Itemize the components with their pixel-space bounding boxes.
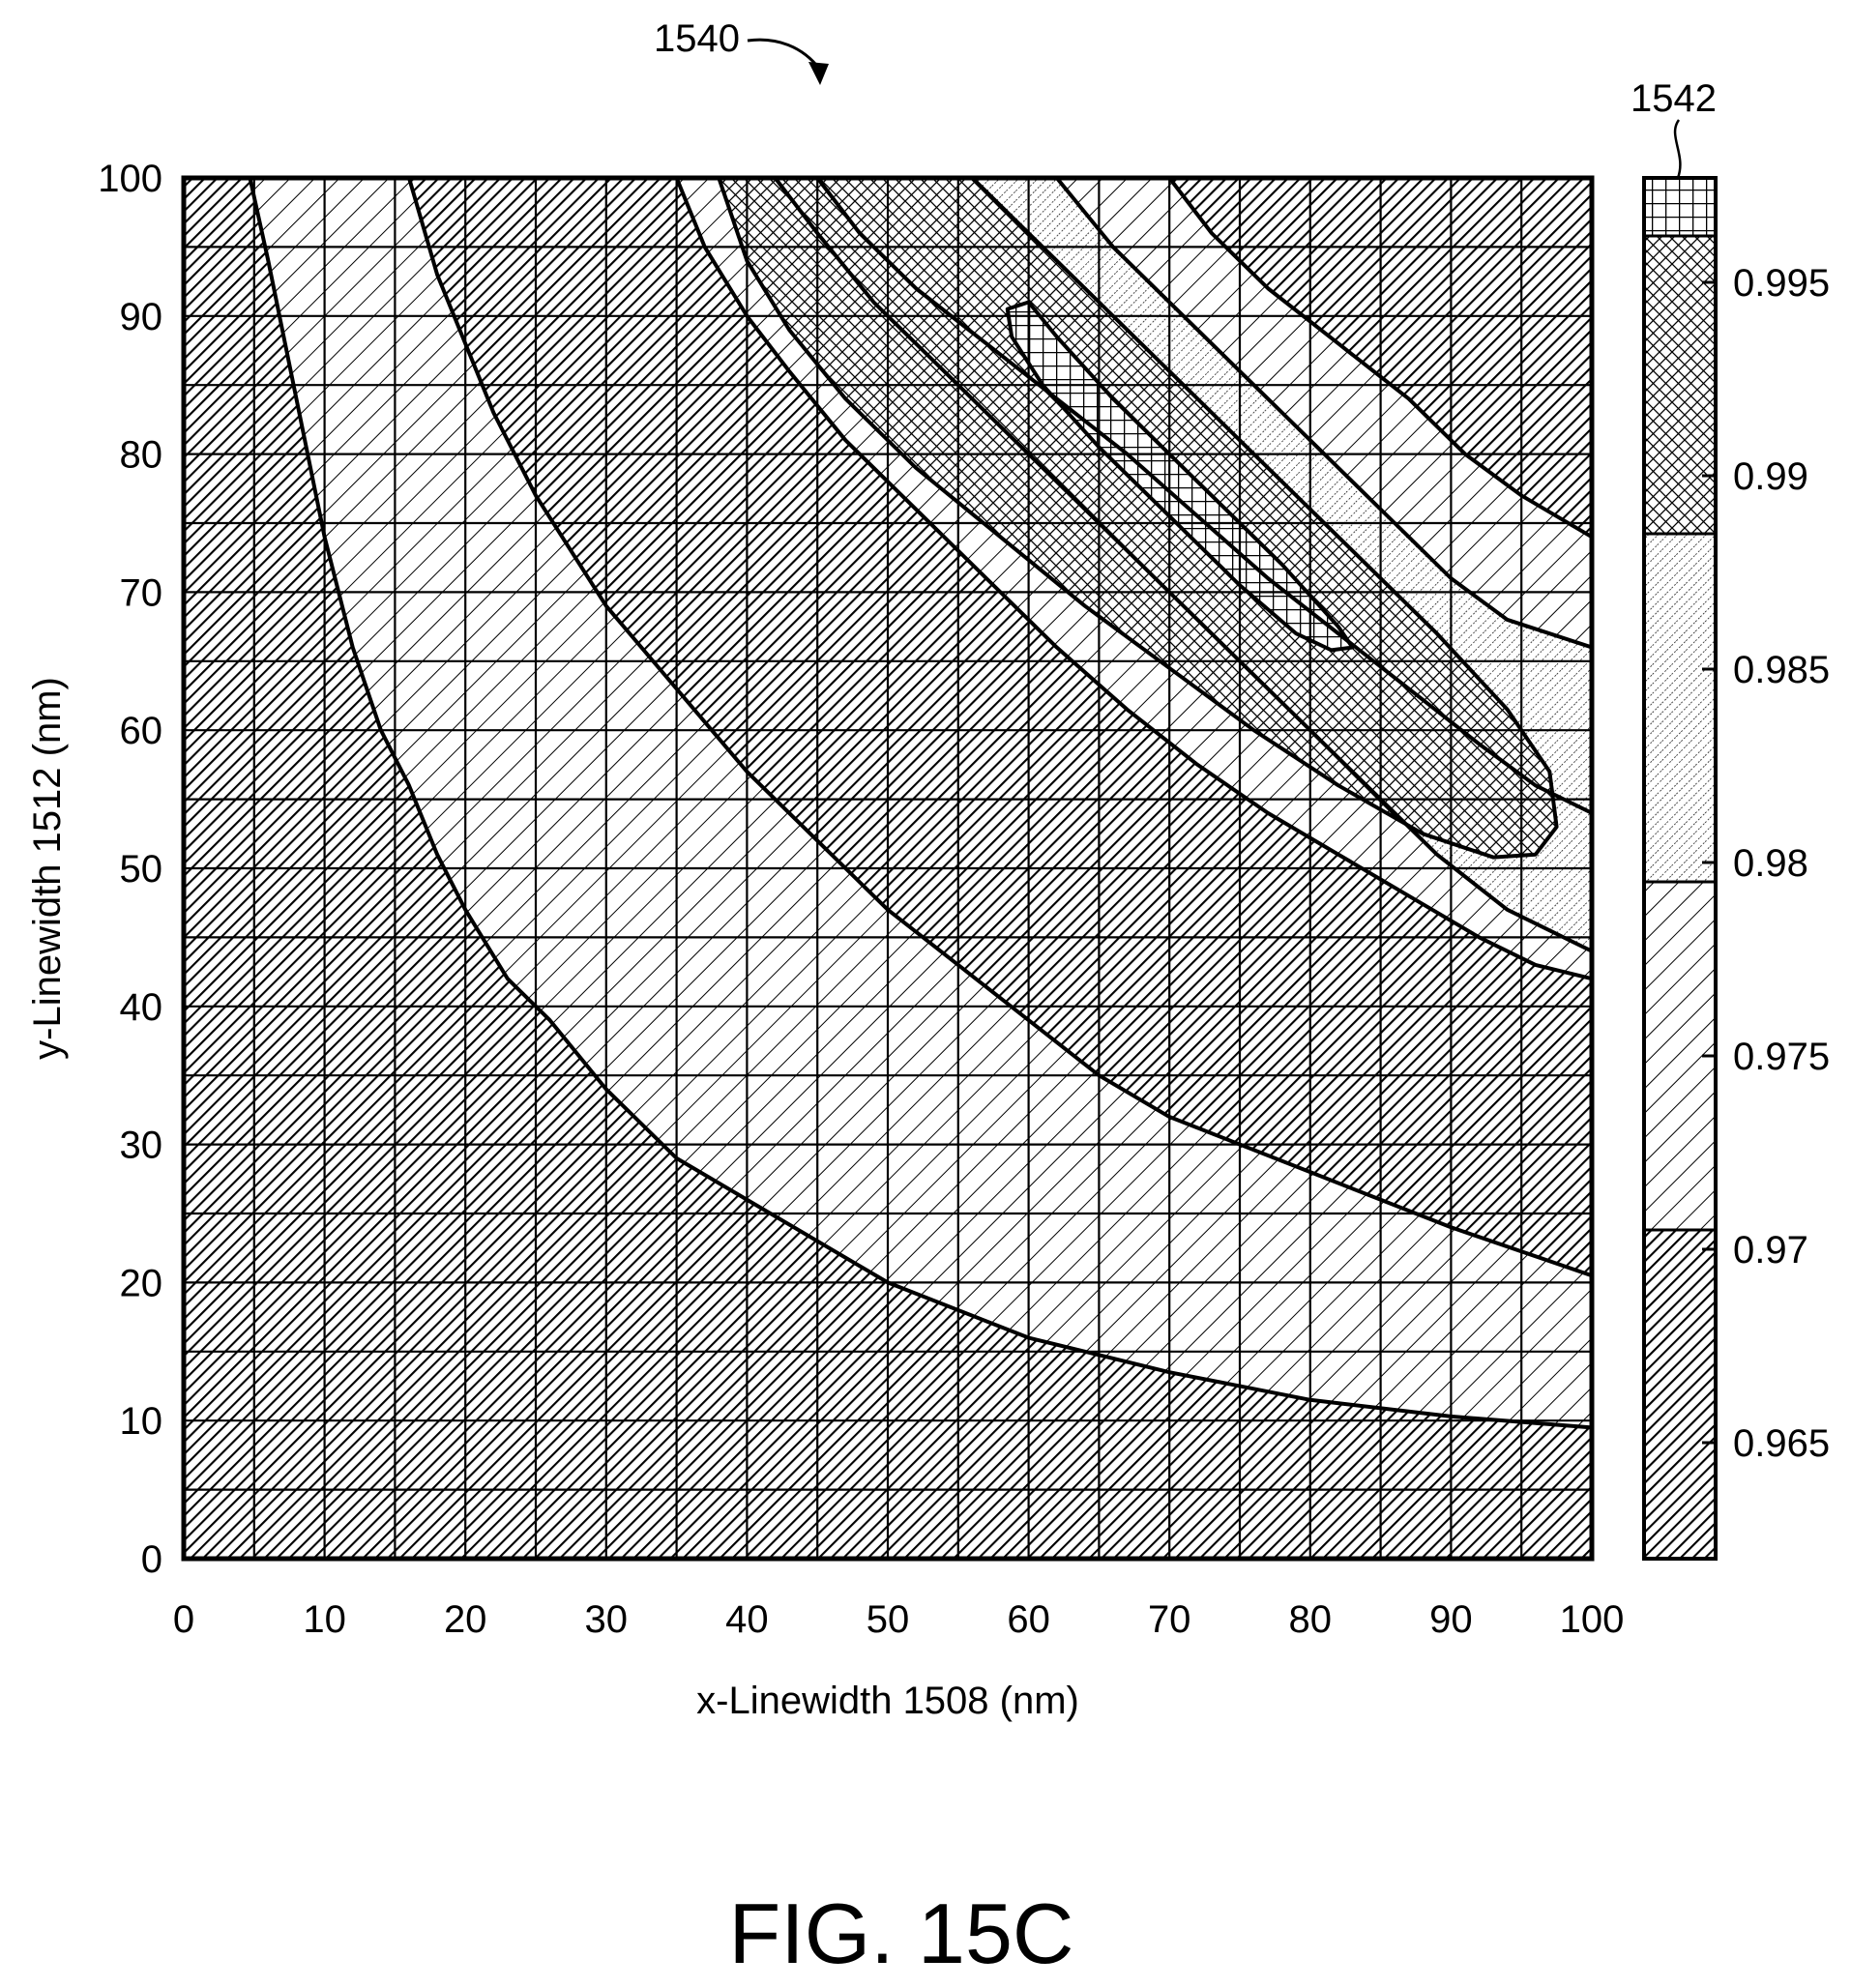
y-tick-label: 80: [120, 434, 163, 477]
peak-region: [1007, 302, 1353, 651]
y-tick-label: 10: [120, 1400, 163, 1443]
y-tick-label: 30: [120, 1125, 163, 1167]
y-tick-label: 100: [98, 158, 162, 200]
colorbar-reference-label: 1542: [1631, 77, 1717, 120]
reference-arrowhead: [808, 62, 829, 85]
contour-line-3: [773, 178, 1592, 953]
x-tick-label: 30: [585, 1598, 629, 1641]
plateau-region: [719, 178, 1557, 858]
colorbar-frame: [1642, 176, 1718, 1561]
colorbar-level-3: [1644, 236, 1716, 534]
colorbar-level-4: [1644, 178, 1716, 236]
y-tick-label: 0: [141, 1538, 162, 1581]
peak-contour-line: [1005, 300, 1355, 653]
contour-line-1: [407, 178, 1592, 1278]
reference-arrow: [747, 38, 822, 71]
x-tick-label: 40: [725, 1598, 769, 1641]
y-tick-label: 40: [120, 986, 163, 1029]
colorbar-reference-leader: [1673, 119, 1682, 179]
colorbar-tick-label: 0.97: [1733, 1229, 1808, 1272]
colorbar-level-2: [1644, 534, 1716, 882]
figure-reference-label: 1540: [654, 17, 740, 60]
contour-line-6: [1167, 178, 1592, 540]
y-tick-label: 60: [120, 710, 163, 752]
contour-band-0: [250, 178, 1592, 1428]
colorbar-tick-label: 0.98: [1733, 842, 1808, 885]
y-tick-label: 50: [120, 848, 163, 891]
colorbar-tick-label: 0.99: [1733, 455, 1808, 498]
colorbar-level-0: [1644, 1230, 1716, 1559]
x-axis-title: x-Linewidth 1508 (nm): [696, 1680, 1079, 1722]
x-tick-label: 0: [173, 1598, 194, 1641]
contour-line-0: [248, 178, 1592, 1430]
x-tick-label: 60: [1007, 1598, 1050, 1641]
colorbar-tick-label: 0.975: [1733, 1036, 1830, 1078]
contour-band-3: [1056, 178, 1592, 648]
y-axis-title: y-Linewidth 1512 (nm): [26, 677, 69, 1060]
y-tick-label: 20: [120, 1262, 163, 1304]
x-tick-label: 90: [1429, 1598, 1473, 1641]
plateau-contour-line: [717, 178, 1559, 860]
x-tick-label: 80: [1289, 1598, 1333, 1641]
colorbar-tick-label: 0.965: [1733, 1422, 1830, 1465]
contour-line-5: [1055, 178, 1592, 650]
contour-line-4: [815, 178, 1592, 815]
x-tick-label: 20: [444, 1598, 487, 1641]
colorbar: 0.965 0.97 0.975 0.98 0.985 0.99 0.995: [1642, 176, 1830, 1561]
contour-line-2: [674, 178, 1592, 981]
colorbar-tick-label: 0.995: [1733, 262, 1830, 305]
y-tick-label: 70: [120, 571, 163, 614]
figure-caption: FIG. 15C: [729, 1886, 1074, 1981]
plot-area: [184, 178, 1592, 1559]
x-tick-label: 100: [1560, 1598, 1625, 1641]
x-tick-label: 70: [1148, 1598, 1191, 1641]
x-tick-label: 50: [867, 1598, 910, 1641]
colorbar-tick-label: 0.985: [1733, 649, 1830, 691]
plot-frame: [181, 175, 1595, 1562]
x-tick-label: 10: [303, 1598, 346, 1641]
y-tick-label: 90: [120, 296, 163, 338]
